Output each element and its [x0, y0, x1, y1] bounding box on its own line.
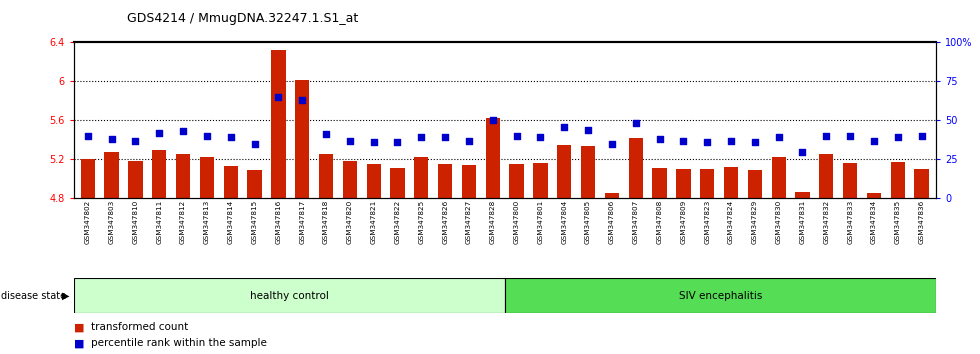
Text: disease state: disease state — [1, 291, 66, 301]
Point — [175, 129, 191, 134]
Point — [675, 138, 691, 143]
Bar — [247, 170, 262, 198]
Bar — [367, 164, 381, 198]
Point — [366, 139, 381, 145]
Bar — [628, 138, 643, 198]
Point — [866, 138, 882, 143]
Point — [509, 133, 524, 139]
Point — [532, 135, 548, 140]
Bar — [200, 157, 214, 198]
Bar — [843, 163, 858, 198]
Point — [913, 133, 929, 139]
Point — [247, 141, 263, 147]
Text: healthy control: healthy control — [250, 291, 328, 301]
Bar — [105, 152, 119, 198]
Text: ▶: ▶ — [62, 291, 70, 301]
Point — [485, 118, 501, 123]
Bar — [343, 161, 357, 198]
Bar — [152, 149, 167, 198]
Bar — [74, 278, 505, 313]
Point — [104, 136, 120, 142]
Bar — [653, 168, 666, 198]
Point — [557, 124, 572, 130]
Point — [222, 135, 238, 140]
Bar — [557, 145, 571, 198]
Point — [414, 135, 429, 140]
Bar — [462, 165, 476, 198]
Bar — [318, 154, 333, 198]
Bar — [223, 166, 238, 198]
Point — [771, 135, 787, 140]
Point — [437, 135, 453, 140]
Text: GDS4214 / MmugDNA.32247.1.S1_at: GDS4214 / MmugDNA.32247.1.S1_at — [127, 12, 359, 25]
Point — [890, 135, 906, 140]
Point — [80, 133, 96, 139]
Bar — [748, 170, 762, 198]
Bar — [80, 159, 95, 198]
Bar — [505, 278, 936, 313]
Text: ■: ■ — [74, 338, 84, 348]
Bar — [796, 192, 809, 198]
Bar — [819, 154, 833, 198]
Text: ■: ■ — [74, 322, 84, 332]
Point — [652, 136, 667, 142]
Text: percentile rank within the sample: percentile rank within the sample — [91, 338, 267, 348]
Point — [842, 133, 858, 139]
Point — [390, 139, 406, 145]
Point — [318, 132, 334, 137]
Bar — [533, 163, 548, 198]
Bar — [271, 50, 285, 198]
Bar — [724, 167, 738, 198]
Point — [723, 138, 739, 143]
Point — [795, 149, 810, 154]
Point — [628, 121, 644, 126]
Bar — [176, 154, 190, 198]
Text: SIV encephalitis: SIV encephalitis — [678, 291, 762, 301]
Text: transformed count: transformed count — [91, 322, 188, 332]
Bar — [605, 193, 619, 198]
Bar — [676, 169, 691, 198]
Point — [747, 139, 762, 145]
Point — [199, 133, 215, 139]
Point — [818, 133, 834, 139]
Bar — [771, 157, 786, 198]
Bar — [390, 168, 405, 198]
Bar — [891, 162, 905, 198]
Bar — [700, 169, 714, 198]
Bar — [295, 80, 310, 198]
Point — [294, 97, 310, 103]
Bar — [486, 118, 500, 198]
Bar — [581, 145, 595, 198]
Point — [152, 130, 168, 136]
Bar — [415, 157, 428, 198]
Point — [127, 138, 143, 143]
Bar — [510, 164, 523, 198]
Bar — [438, 164, 453, 198]
Bar — [128, 161, 142, 198]
Point — [270, 94, 286, 100]
Point — [604, 141, 619, 147]
Point — [580, 127, 596, 132]
Point — [700, 139, 715, 145]
Point — [342, 138, 358, 143]
Bar — [867, 193, 881, 198]
Point — [462, 138, 477, 143]
Bar — [914, 169, 929, 198]
